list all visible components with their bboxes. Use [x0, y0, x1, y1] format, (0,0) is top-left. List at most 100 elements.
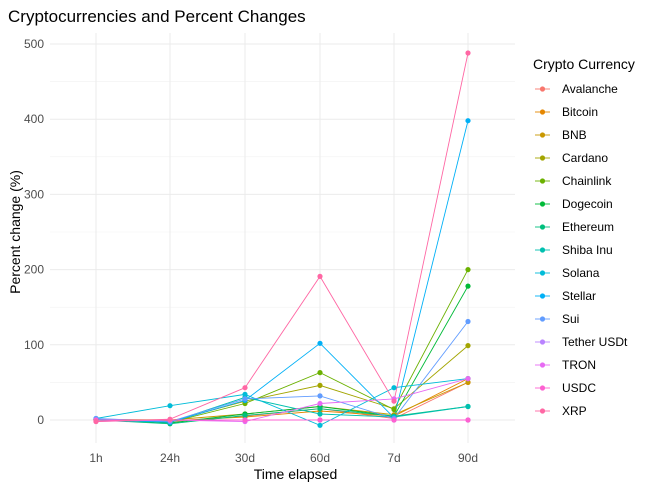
data-point	[391, 406, 397, 413]
legend-title: Crypto Currency	[533, 56, 635, 72]
data-point	[465, 403, 471, 410]
x-tick-label: 30d	[235, 451, 255, 465]
legend-key-point	[539, 293, 546, 299]
legend-key-point	[539, 109, 546, 115]
legend-label: USDC	[562, 381, 596, 395]
data-point	[317, 382, 323, 388]
y-axis-ticks: 0 100 200 300 400 500	[24, 37, 44, 427]
legend-label: Bitcoin	[562, 105, 598, 119]
legend-label: Dogecoin	[562, 197, 613, 211]
data-point	[242, 396, 248, 402]
legend-key-point	[539, 201, 546, 207]
legend-item: Tether USDt	[535, 335, 628, 349]
series-line-solana	[95, 378, 469, 426]
x-tick-label: 7d	[387, 451, 400, 465]
data-point	[317, 400, 323, 407]
legend-item: Shiba Inu	[535, 243, 613, 257]
legend-item: Cardano	[535, 151, 608, 165]
legend-item: Bitcoin	[535, 105, 598, 119]
legend-label: TRON	[562, 358, 596, 372]
points-layer	[93, 50, 471, 428]
legend: Crypto Currency Avalanche Bitcoin BNB Carda…	[533, 56, 635, 418]
data-point	[391, 417, 397, 423]
legend-item: Chainlink	[535, 174, 612, 188]
data-point	[317, 406, 323, 412]
data-point	[317, 370, 323, 376]
x-tick-label: 1h	[89, 451, 102, 465]
legend-key-point	[539, 362, 546, 368]
legend-item: XRP	[535, 404, 587, 418]
x-tick-label: 24h	[160, 451, 180, 465]
legend-label: Stellar	[562, 289, 596, 303]
x-axis-ticks: 1h 24h 30d 60d 7d 90d	[89, 451, 478, 465]
data-point	[465, 417, 471, 423]
data-point	[317, 340, 323, 346]
data-point	[317, 422, 323, 428]
y-tick-label: 400	[24, 112, 44, 126]
legend-label: Solana	[562, 266, 600, 280]
legend-label: Ethereum	[562, 220, 614, 234]
legend-label: Chainlink	[562, 174, 612, 188]
legend-item: USDC	[535, 381, 596, 395]
series-line-sui	[95, 321, 469, 422]
y-tick-label: 100	[24, 338, 44, 352]
legend-item: Solana	[535, 266, 600, 280]
x-tick-label: 60d	[310, 451, 330, 465]
legend-key-point	[539, 247, 546, 253]
data-point	[465, 283, 471, 289]
legend-label: Sui	[562, 312, 579, 326]
data-point	[317, 417, 323, 423]
data-point	[317, 393, 323, 399]
data-point	[465, 318, 471, 325]
legend-key-point	[539, 270, 546, 276]
y-tick-label: 200	[24, 263, 44, 277]
data-point	[465, 379, 471, 385]
legend-key-point	[539, 224, 546, 230]
series-line-stellar	[95, 120, 469, 423]
data-point	[391, 385, 397, 391]
legend-key-point	[539, 86, 546, 92]
legend-item: Ethereum	[535, 220, 614, 234]
legend-label: Cardano	[562, 151, 608, 165]
data-point	[317, 411, 323, 417]
legend-key-point	[539, 385, 546, 391]
legend-key-point	[539, 339, 546, 345]
series-line-dogecoin	[95, 285, 469, 424]
legend-label: XRP	[562, 404, 587, 418]
legend-label: Tether USDt	[562, 335, 628, 349]
y-tick-label: 0	[37, 413, 44, 427]
legend-label: Avalanche	[562, 82, 618, 96]
x-axis-title: Time elapsed	[254, 466, 338, 482]
legend-key-point	[539, 132, 546, 138]
legend-item: Sui	[535, 312, 579, 326]
legend-key-point	[539, 316, 546, 322]
y-tick-label: 500	[24, 37, 44, 51]
series-layer	[95, 52, 469, 426]
data-point	[465, 118, 471, 124]
data-point	[93, 418, 99, 425]
data-point	[465, 267, 471, 273]
data-point	[242, 412, 248, 419]
y-axis-title: Percent change (%)	[7, 170, 23, 294]
data-point	[465, 376, 471, 382]
legend-label: BNB	[562, 128, 587, 142]
legend-label: Shiba Inu	[562, 243, 613, 257]
legend-key-point	[539, 178, 546, 184]
data-point	[465, 50, 471, 56]
x-tick-label: 90d	[458, 451, 478, 465]
legend-item: TRON	[535, 358, 596, 372]
data-point	[167, 416, 173, 422]
data-point	[465, 343, 471, 349]
data-point	[242, 385, 248, 391]
data-point	[242, 417, 248, 423]
legend-item: Stellar	[535, 289, 596, 303]
legend-key-point	[539, 155, 546, 161]
chart-title: Cryptocurrencies and Percent Changes	[8, 7, 306, 26]
data-point	[167, 403, 173, 409]
legend-item: Avalanche	[535, 82, 618, 96]
data-point	[391, 398, 397, 404]
series-line-xrp	[95, 52, 469, 422]
data-point	[242, 391, 248, 397]
legend-item: BNB	[535, 128, 587, 142]
